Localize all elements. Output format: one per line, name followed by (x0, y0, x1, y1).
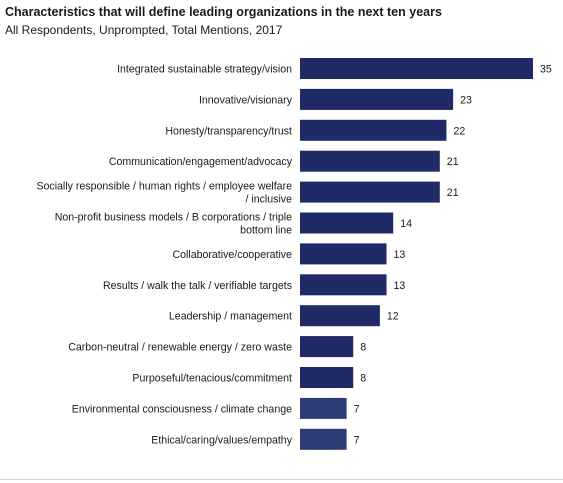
data-label-6: 14 (400, 218, 412, 230)
data-label-8: 13 (394, 280, 406, 292)
bar-10 (300, 336, 354, 358)
bar-7 (300, 243, 387, 265)
data-label-13: 7 (354, 434, 360, 446)
category-label-10: Carbon-neutral / renewable energy / zero… (68, 342, 292, 354)
data-label-4: 21 (447, 156, 459, 168)
category-label-2: Innovative/visionary (199, 94, 293, 106)
category-label-3: Honesty/transparency/trust (165, 125, 292, 137)
bar-4 (300, 150, 440, 172)
data-label-3: 22 (453, 125, 465, 137)
category-label-9: Leadership / management (169, 311, 292, 323)
bottom-divider (0, 479, 563, 480)
data-label-5: 21 (447, 187, 459, 199)
category-label-5: Socially responsible / human rights / em… (36, 181, 292, 206)
category-label-1: Integrated sustainable strategy/vision (117, 64, 292, 76)
category-label-13: Ethical/caring/values/empathy (151, 434, 292, 446)
chart-title: Characteristics that will define leading… (5, 5, 442, 19)
bar-13 (300, 428, 347, 450)
bar-9 (300, 305, 380, 327)
data-label-10: 8 (360, 342, 366, 354)
category-label-7: Collaborative/cooperative (172, 249, 292, 261)
data-label-11: 8 (360, 373, 366, 385)
data-label-12: 7 (354, 403, 360, 415)
category-label-12: Environmental consciousness / climate ch… (72, 403, 292, 415)
data-label-2: 23 (460, 94, 472, 106)
bar-8 (300, 274, 387, 296)
category-label-6: Non-profit business models / B corporati… (55, 212, 292, 237)
bar-6 (300, 212, 394, 234)
category-label-8: Results / walk the talk / verifiable tar… (103, 280, 292, 292)
data-label-7: 13 (394, 249, 406, 261)
category-label-11: Purposeful/tenacious/commitment (132, 373, 292, 385)
bar-3 (300, 119, 447, 141)
data-label-9: 12 (387, 311, 399, 323)
bar-12 (300, 397, 347, 419)
data-label-1: 35 (540, 64, 552, 76)
bar-2 (300, 88, 454, 110)
bar-11 (300, 367, 354, 388)
bar-1 (300, 58, 533, 79)
chart-subtitle: All Respondents, Unprompted, Total Menti… (5, 23, 283, 37)
category-label-4: Communication/engagement/advocacy (109, 156, 293, 168)
bar-5 (300, 181, 440, 203)
